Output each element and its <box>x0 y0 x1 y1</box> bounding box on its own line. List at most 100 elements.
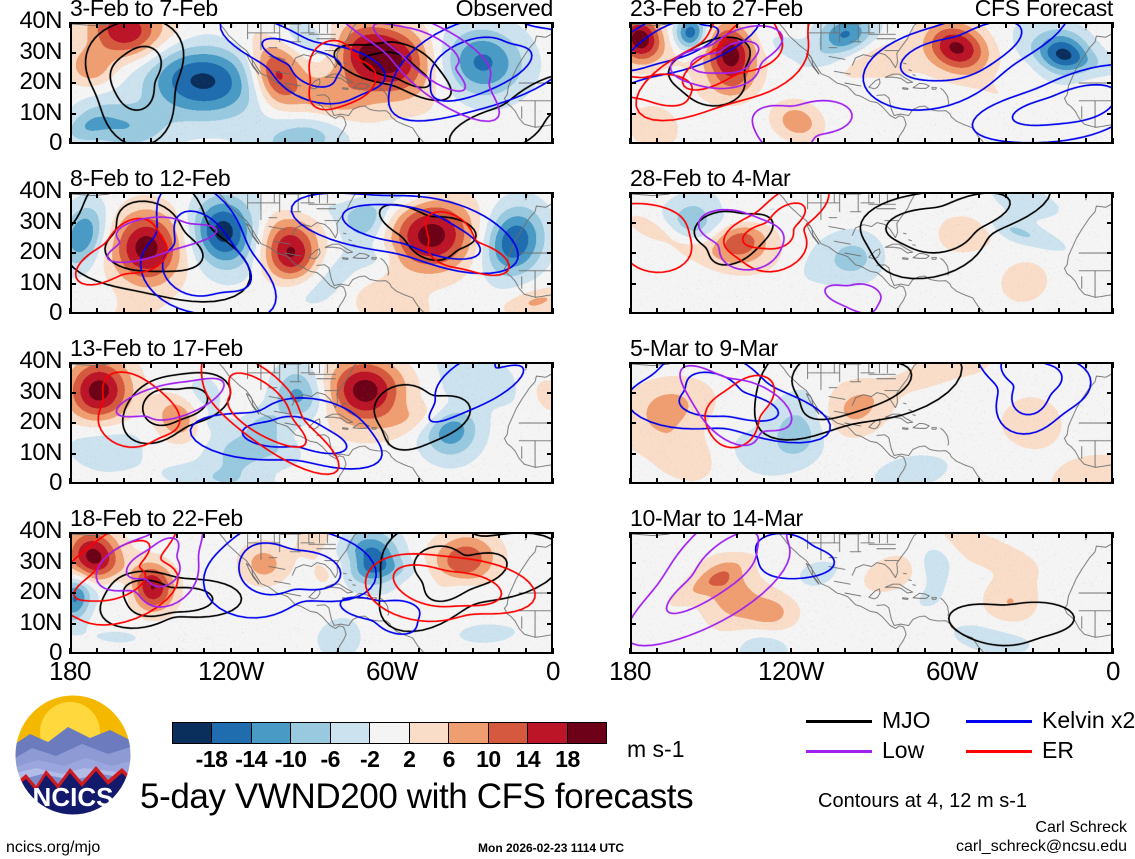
axis-tick <box>897 308 900 314</box>
axis-tick <box>1058 478 1061 484</box>
axis-tick <box>498 478 501 484</box>
axis-tick <box>230 478 232 484</box>
axis-tick <box>843 192 846 198</box>
axis-tick <box>498 22 501 28</box>
y-axis-tick-label: 30N <box>19 207 62 235</box>
axis-tick <box>655 192 658 198</box>
axis-tick <box>391 478 393 484</box>
axis-tick <box>203 22 206 28</box>
axis-tick <box>897 22 900 28</box>
y-axis-tick-label: 20N <box>19 68 62 95</box>
axis-tick <box>525 308 528 314</box>
map-shading-canvas <box>72 534 551 652</box>
axis-tick <box>1107 192 1113 194</box>
axis-tick <box>498 192 501 198</box>
site-url: ncics.org/mjo <box>6 839 101 856</box>
map-panel: 28-Feb to 4-Mar <box>629 167 1114 314</box>
y-axis-tick-label: 0 <box>49 639 62 666</box>
y-axis-tick-label: 40N <box>19 7 62 34</box>
axis-tick <box>547 532 553 534</box>
axis-tick <box>70 362 76 364</box>
axis-tick <box>70 482 76 484</box>
axis-tick <box>630 561 636 564</box>
axis-tick <box>444 192 447 198</box>
axis-tick <box>256 22 259 28</box>
x-axis-tick-label: 120W <box>758 656 824 686</box>
colorbar-swatch <box>329 723 370 743</box>
axis-tick <box>547 312 553 314</box>
axis-tick <box>682 478 685 484</box>
legend-line-swatch <box>966 720 1032 723</box>
axis-tick <box>736 192 739 198</box>
axis-tick <box>256 648 259 654</box>
axis-tick <box>471 138 474 144</box>
axis-tick <box>122 308 125 314</box>
colorbar-tick-label: 6 <box>442 746 456 772</box>
axis-tick <box>924 192 927 198</box>
axis-tick <box>230 192 232 198</box>
axis-tick <box>547 422 553 424</box>
map-panel: 18-Feb to 22-Feb <box>69 507 554 654</box>
axis-tick <box>790 22 792 28</box>
colorbar-swatch <box>250 723 291 743</box>
axis-tick <box>70 312 76 314</box>
axis-tick <box>1031 362 1034 368</box>
axis-tick <box>70 252 76 254</box>
axis-tick <box>283 478 286 484</box>
axis-tick <box>843 362 846 368</box>
axis-tick <box>736 532 739 538</box>
axis-tick <box>444 478 447 484</box>
axis-tick <box>870 648 873 654</box>
axis-tick <box>1004 478 1007 484</box>
axis-tick <box>1004 138 1007 144</box>
axis-tick <box>843 478 846 484</box>
axis-tick <box>122 478 125 484</box>
colorbar-tick-label: 18 <box>555 746 580 772</box>
axis-tick <box>203 192 206 198</box>
contour-legend: MJO Kelvin x2 Low ER <box>806 708 1135 766</box>
axis-tick <box>283 308 286 314</box>
axis-tick <box>391 532 393 538</box>
axis-tick <box>1107 391 1113 394</box>
map-frame <box>630 22 1113 144</box>
axis-tick <box>1107 452 1113 455</box>
axis-tick <box>283 532 286 538</box>
colorbar-swatch <box>527 723 567 743</box>
axis-tick <box>525 22 528 28</box>
axis-tick <box>149 138 152 144</box>
axis-tick <box>630 652 636 654</box>
axis-tick <box>1085 308 1088 314</box>
axis-tick <box>897 138 900 144</box>
axis-tick <box>122 138 125 144</box>
x-axis-tick-label: 180 <box>49 656 91 686</box>
map-frame <box>70 22 553 144</box>
legend-line-swatch <box>806 750 872 753</box>
axis-tick <box>1107 82 1113 84</box>
axis-tick <box>256 362 259 368</box>
author-email: carl_schreck@ncsu.edu <box>956 838 1127 855</box>
axis-tick <box>547 221 553 224</box>
map-shading-canvas <box>632 24 1111 142</box>
axis-tick <box>230 532 232 538</box>
axis-tick <box>1031 308 1034 314</box>
axis-tick <box>709 362 712 368</box>
panel-title: 18-Feb to 22-Feb <box>70 505 243 531</box>
axis-tick <box>176 192 179 198</box>
axis-tick <box>1112 532 1114 538</box>
axis-tick <box>70 391 76 394</box>
axis-tick <box>763 138 766 144</box>
axis-tick <box>1085 478 1088 484</box>
axis-tick <box>256 138 259 144</box>
map-shading-canvas <box>72 24 551 142</box>
axis-tick <box>630 51 636 54</box>
axis-tick <box>256 192 259 198</box>
panel-column-header: CFS Forecast <box>974 0 1114 21</box>
axis-tick <box>283 138 286 144</box>
axis-tick <box>69 362 71 368</box>
axis-tick <box>1107 22 1113 24</box>
axis-tick <box>790 192 792 198</box>
axis-tick <box>176 648 179 654</box>
axis-tick <box>790 532 792 538</box>
author-name: Carl Schreck <box>1035 819 1127 836</box>
axis-tick <box>709 22 712 28</box>
